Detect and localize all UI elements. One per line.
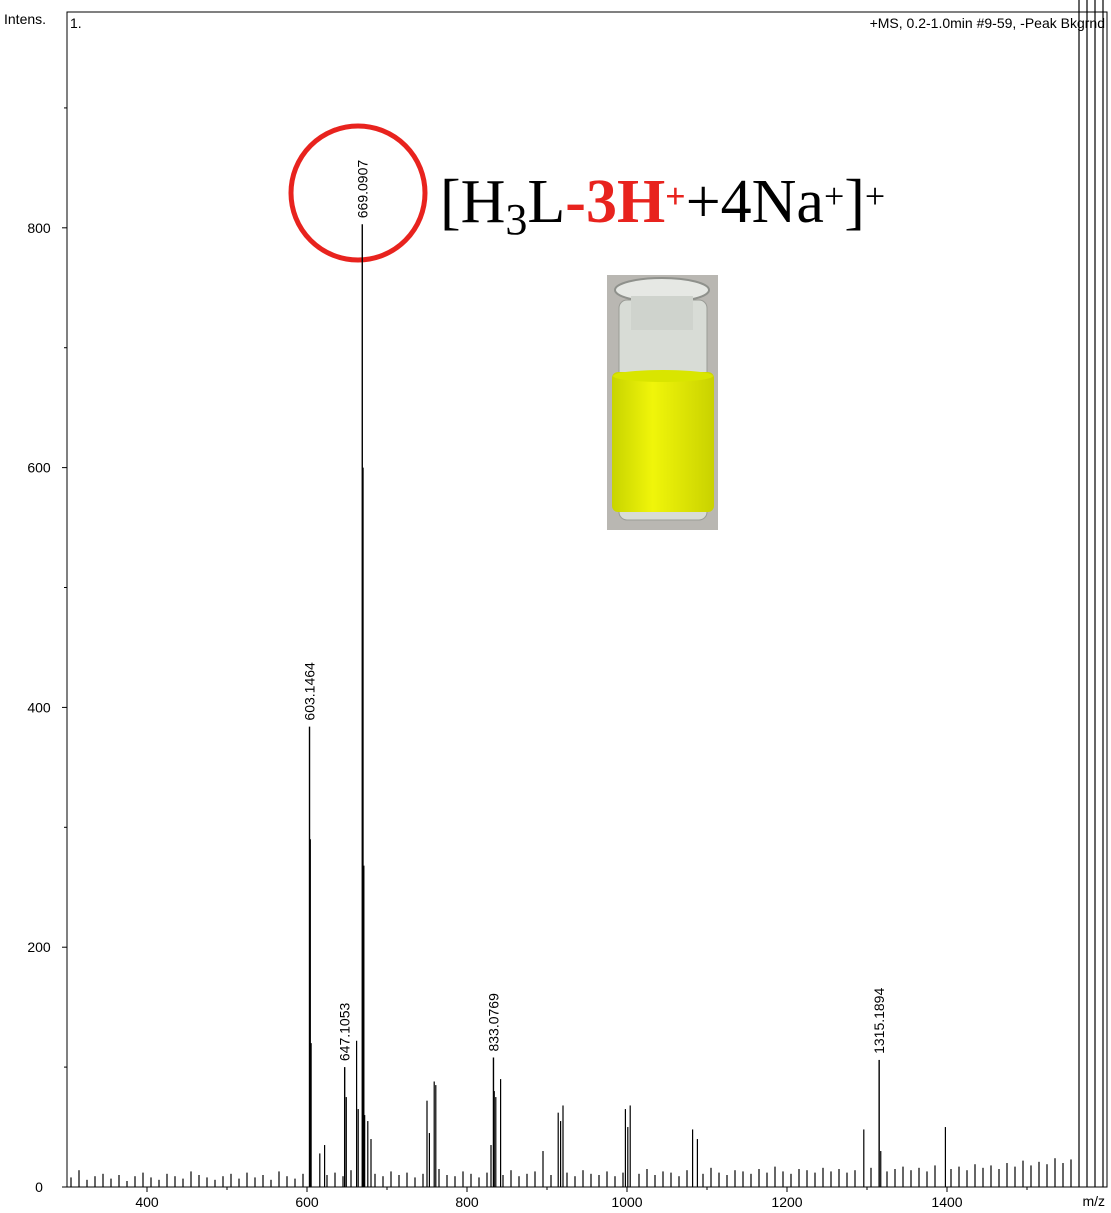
chart-title: 1. <box>70 15 82 31</box>
x-tick-label: 800 <box>455 1194 479 1210</box>
formula-part: 3 <box>505 195 527 244</box>
ion-formula: [H3L-3H++4Na+]+ <box>440 168 885 244</box>
formula-part: [H <box>440 168 505 236</box>
peak-label: 1315.1894 <box>871 988 887 1054</box>
y-tick-label: 0 <box>35 1179 43 1195</box>
chart: Intens. 1. +MS, 0.2-1.0min #9-59, -Peak … <box>0 0 1111 1213</box>
y-axis-label: Intens. <box>4 11 46 27</box>
y-tick-label: 800 <box>27 220 51 236</box>
peak-label: 833.0769 <box>485 993 501 1052</box>
x-tick-label: 1000 <box>611 1194 642 1210</box>
y-tick-label: 200 <box>27 939 51 955</box>
x-axis-label: m/z <box>1082 1193 1105 1209</box>
y-tick-label: 400 <box>27 699 51 715</box>
formula-part: L <box>527 168 565 236</box>
x-tick-label: 1400 <box>931 1194 962 1210</box>
x-tick-label: 400 <box>135 1194 159 1210</box>
formula-part: -3H <box>565 168 665 236</box>
formula-part: + <box>665 176 686 216</box>
formula-part: +4Na <box>686 168 824 236</box>
x-tick-label: 1200 <box>771 1194 802 1210</box>
vial-photo <box>607 275 718 530</box>
x-tick-label: 600 <box>295 1194 319 1210</box>
peak-label: 669.0907 <box>354 160 370 219</box>
formula-part: + <box>865 176 885 216</box>
formula-part: + <box>824 176 844 216</box>
y-tick-label: 600 <box>27 460 51 476</box>
peak-label: 603.1464 <box>302 662 318 721</box>
formula-part: ] <box>844 168 865 236</box>
peak-label: 647.1053 <box>337 1002 353 1061</box>
chart-subtitle: +MS, 0.2-1.0min #9-59, -Peak Bkgrnd <box>870 15 1105 31</box>
